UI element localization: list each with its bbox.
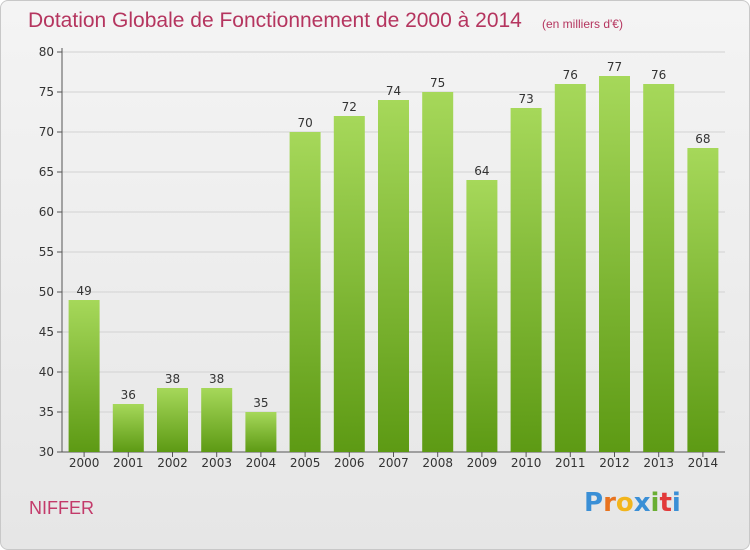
data-label: 77 [607,60,622,74]
data-label: 36 [121,388,136,402]
data-label: 73 [518,92,533,106]
x-tick-label: 2009 [467,456,498,470]
chart-subtitle: (en milliers d'€) [542,17,623,31]
bar [112,404,144,452]
bar [333,116,365,452]
bar [422,92,454,452]
data-label: 49 [76,284,91,298]
y-tick-label: 30 [39,445,54,459]
commune-name: NIFFER [29,498,94,518]
x-tick-label: 2013 [643,456,674,470]
logo-letter: i [671,488,681,518]
data-label: 68 [695,132,710,146]
x-tick-label: 2005 [290,456,321,470]
bar [68,300,100,452]
data-label: 76 [651,68,666,82]
bar [687,148,719,452]
chart-title: Dotation Globale de Fonctionnement de 20… [28,9,522,32]
data-label: 76 [563,68,578,82]
y-tick-label: 50 [39,285,54,299]
y-tick-label: 65 [39,165,54,179]
logo-letter: x [633,488,651,518]
logo-letter: r [603,488,616,518]
data-label: 64 [474,164,489,178]
x-tick-label: 2006 [334,456,365,470]
data-label: 75 [430,76,445,90]
x-tick-label: 2003 [201,456,232,470]
bar [466,180,498,452]
x-tick-labels: 2000 2001 2002 2003 2004 2005 2006 2007 2008 2009… [69,456,718,470]
x-tick-label: 2012 [599,456,630,470]
bar [554,84,586,452]
y-tick-label: 70 [39,125,54,139]
data-label: 74 [386,84,401,98]
bar [643,84,675,452]
x-tick-label: 2004 [246,456,277,470]
proxiti-logo: Proxiti [584,488,681,518]
logo-letter: o [615,488,634,518]
bar [289,132,321,452]
bar [510,108,542,452]
bar [245,412,277,452]
bars [68,76,719,452]
x-tick-label: 2007 [378,456,409,470]
bar [201,388,233,452]
x-tick-label: 2008 [422,456,453,470]
data-label: 38 [165,372,180,386]
logo-letter: t [659,488,672,518]
x-tick-label: 2011 [555,456,586,470]
data-label: 35 [253,396,268,410]
data-labels: 49 36 38 38 35 70 72 74 75 64 73 76 77 76 68 [76,60,710,410]
y-tick-label: 60 [39,205,54,219]
y-tick-label: 35 [39,405,54,419]
data-label: 70 [297,116,312,130]
y-tick-label: 45 [39,325,54,339]
data-label: 72 [342,100,357,114]
data-label: 38 [209,372,224,386]
bar [157,388,188,452]
y-tick-label: 40 [39,365,54,379]
x-tick-label: 2010 [511,456,542,470]
y-tick-label: 75 [39,85,54,99]
bar [378,100,409,452]
logo-letter: i [650,488,660,518]
x-tick-label: 2002 [157,456,188,470]
logo-letter: P [584,488,604,518]
x-tick-label: 2001 [113,456,144,470]
y-tick-label: 55 [39,245,54,259]
x-tick-label: 2014 [688,456,719,470]
x-tick-label: 2000 [69,456,100,470]
y-tick-label: 80 [39,45,54,59]
y-tick-labels: 30 35 40 45 50 55 60 65 70 75 80 [39,45,54,459]
bar [599,76,630,452]
